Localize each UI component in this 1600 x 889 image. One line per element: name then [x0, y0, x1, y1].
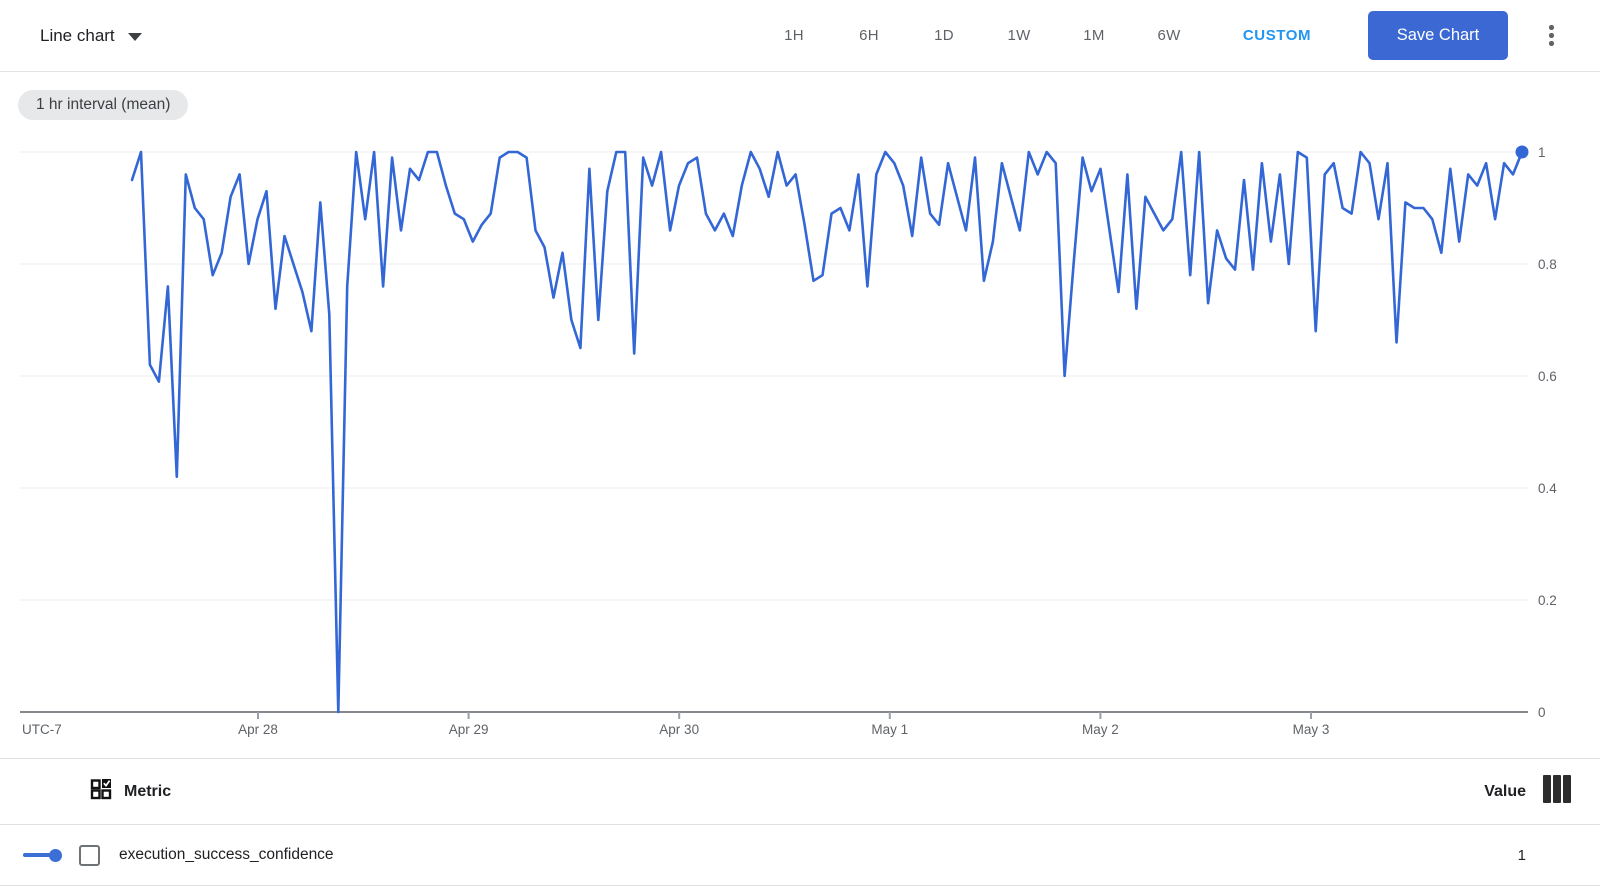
y-tick-label: 0.8	[1538, 257, 1557, 272]
range-button-1d[interactable]: 1D	[929, 27, 959, 44]
interval-chip-label: 1 hr interval (mean)	[36, 96, 171, 113]
x-tick-label: Apr 28	[238, 722, 278, 737]
x-tick-label: May 2	[1082, 722, 1119, 737]
metric-column-header: Metric	[124, 782, 172, 800]
legend-table: Metric Value execution_success_confidenc…	[0, 758, 1600, 886]
range-button-1w[interactable]: 1W	[1004, 27, 1034, 44]
x-tick-label: Apr 30	[659, 722, 699, 737]
x-tick-label: May 3	[1293, 722, 1330, 737]
columns-icon[interactable]	[1542, 774, 1572, 809]
toolbar-right: 1H 6H 1D 1W 1M 6W CUSTOM Save Chart	[779, 11, 1558, 60]
chevron-down-icon	[127, 33, 142, 41]
y-tick-label: 0	[1538, 705, 1546, 720]
table-row[interactable]: execution_success_confidence 1	[0, 825, 1600, 886]
metric-selector-icon	[90, 778, 112, 805]
x-tick-label: Apr 29	[449, 722, 489, 737]
series-line	[130, 150, 1524, 714]
series-color-swatch-icon	[23, 848, 62, 862]
range-button-1h[interactable]: 1H	[779, 27, 809, 44]
metric-name: execution_success_confidence	[119, 846, 334, 863]
range-button-custom[interactable]: CUSTOM	[1237, 27, 1317, 44]
x-tick-label: May 1	[871, 722, 908, 737]
chart-area: 1 hr interval (mean) 0 0.2 0.4 0.6 0.8 1 Apr 2…	[0, 72, 1600, 758]
y-tick-label: 0.2	[1538, 593, 1557, 608]
toolbar: Line chart 1H 6H 1D 1W 1M 6W CUSTOM Save…	[0, 0, 1600, 72]
interval-chip: 1 hr interval (mean)	[18, 90, 189, 120]
chart-type-dropdown[interactable]: Line chart	[40, 26, 142, 46]
range-button-6w[interactable]: 6W	[1154, 27, 1184, 44]
y-tick-label: 1	[1538, 145, 1546, 160]
range-button-1m[interactable]: 1M	[1079, 27, 1109, 44]
chart-type-label: Line chart	[40, 25, 115, 45]
legend-table-header: Metric Value	[0, 759, 1600, 825]
range-button-6h[interactable]: 6H	[854, 27, 884, 44]
metric-checkbox[interactable]	[79, 844, 100, 866]
timezone-label: UTC-7	[22, 722, 62, 737]
time-range-group: 1H 6H 1D 1W 1M 6W	[779, 27, 1184, 44]
y-tick-label: 0.4	[1538, 481, 1557, 496]
series-end-dot	[1515, 145, 1529, 159]
kebab-menu-icon[interactable]	[1545, 21, 1558, 50]
save-chart-button[interactable]: Save Chart	[1368, 11, 1508, 60]
line-chart[interactable]: 0 0.2 0.4 0.6 0.8 1 Apr 28 Apr 29 Apr 30 May 1 May…	[0, 72, 1600, 758]
value-column-header: Value	[1484, 782, 1526, 800]
y-tick-label: 0.6	[1538, 369, 1557, 384]
metric-value: 1	[1517, 846, 1526, 864]
